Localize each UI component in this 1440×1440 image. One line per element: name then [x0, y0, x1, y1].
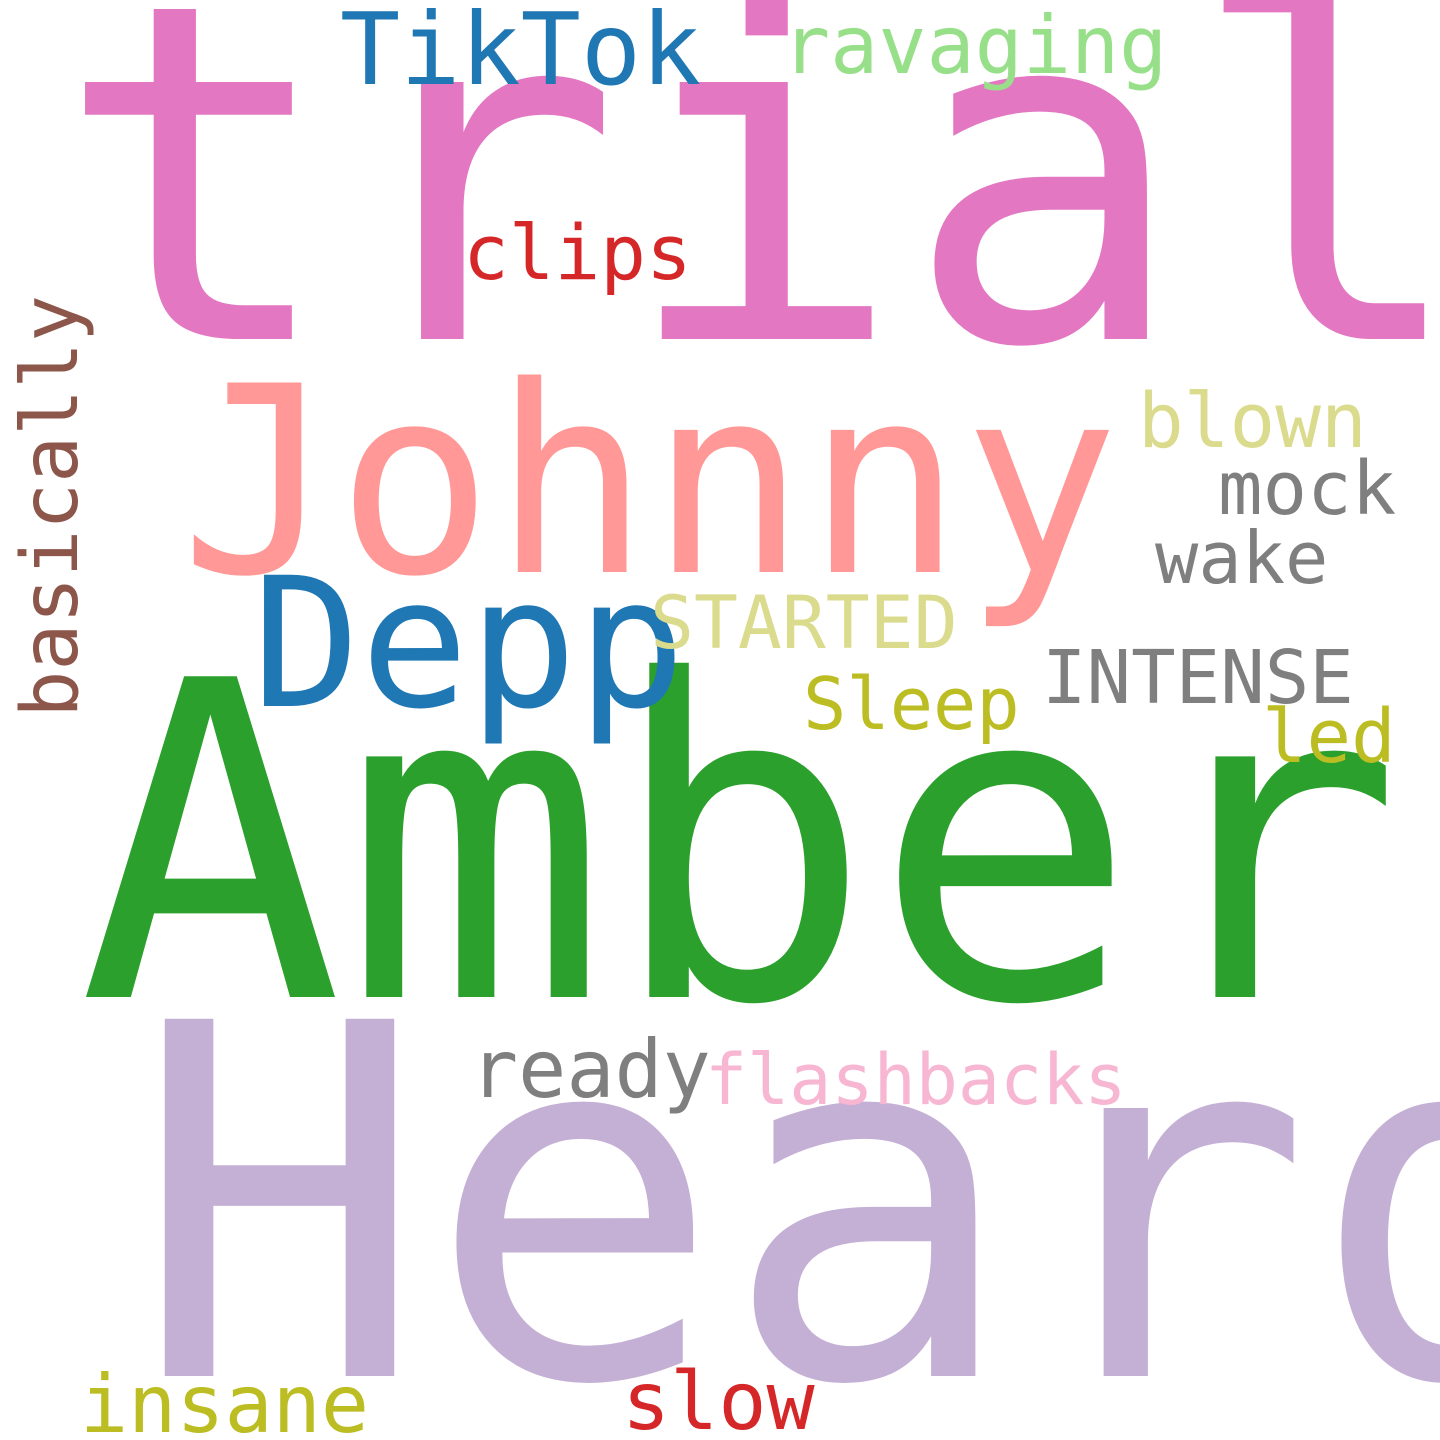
word-ravaging: ravaging: [782, 0, 1168, 92]
word-heard: Heard: [132, 921, 1440, 1440]
word-sleep: Sleep: [803, 662, 1020, 746]
word-mock: mock: [1218, 446, 1397, 532]
word-flashbacks: flashbacks: [705, 1039, 1127, 1121]
word-wake: wake: [1155, 516, 1329, 600]
word-trial: trial: [55, 0, 1440, 450]
word-tiktok: TikTok: [340, 0, 702, 108]
word-slow: slow: [622, 1355, 815, 1440]
word-insane: insane: [80, 1358, 369, 1440]
word-blown: blown: [1138, 376, 1367, 465]
word-intense: INTENSE: [1042, 635, 1354, 721]
word-depp: Depp: [252, 540, 686, 749]
word-started: STARTED: [650, 581, 958, 666]
word-led: led: [1262, 694, 1396, 780]
word-clips: clips: [463, 208, 692, 297]
word-ready: ready: [470, 1023, 711, 1116]
word-johnny: Johnny: [180, 332, 1120, 634]
word-amber: Amber: [78, 589, 1403, 1101]
word-basically: basically: [6, 295, 96, 718]
